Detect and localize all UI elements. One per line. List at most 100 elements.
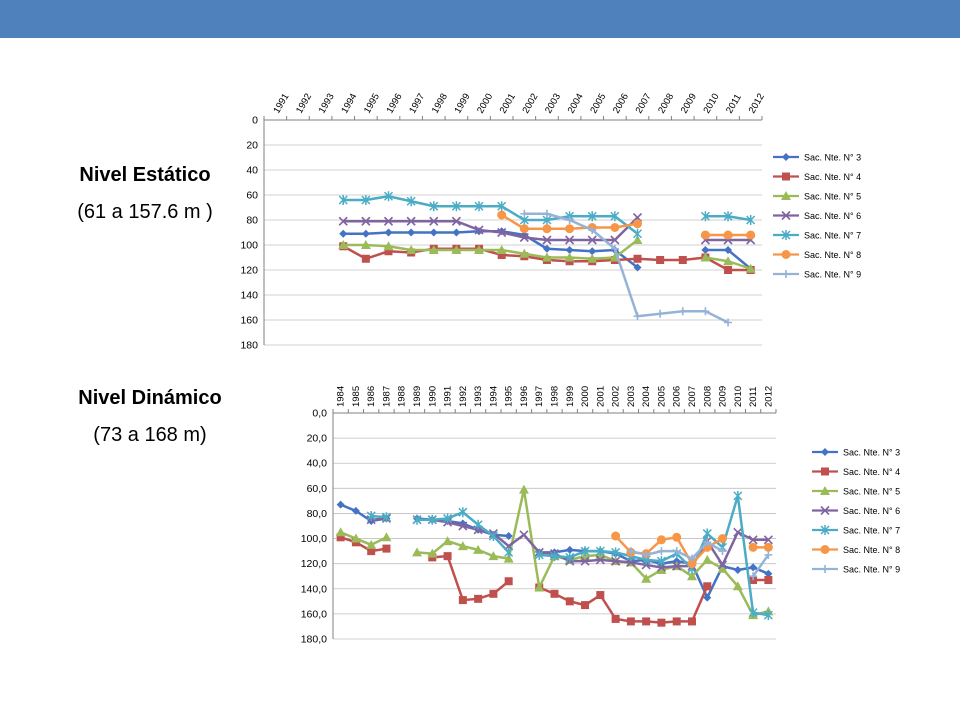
static-legend-marker — [782, 270, 790, 278]
static-legend-label: Sac. Nte. N° 8 — [804, 250, 861, 260]
dynamic-data-point — [702, 528, 712, 539]
static-data-point — [407, 228, 416, 237]
dynamic-legend-label: Sac. Nte. N° 6 — [843, 506, 900, 516]
dynamic-x-tick-label: 1992 — [458, 386, 469, 407]
dynamic-data-point — [351, 506, 360, 515]
dynamic-data-point — [367, 547, 376, 556]
dynamic-y-tick-label: 20,0 — [307, 433, 328, 445]
dynamic-data-point — [580, 546, 590, 557]
static-data-point — [701, 246, 710, 254]
dynamic-data-point — [488, 531, 498, 542]
static-data-point — [338, 240, 349, 249]
static-data-point — [723, 230, 733, 240]
static-y-tick-label: 160 — [240, 315, 258, 327]
static-data-point — [429, 228, 438, 237]
static-data-point — [633, 254, 642, 263]
static-data-point — [474, 201, 484, 212]
dynamic-series-line — [340, 536, 387, 553]
static-data-point — [588, 226, 597, 234]
static-level-title: Nivel Estático — [79, 164, 211, 186]
dynamic-data-point — [488, 551, 499, 561]
static-data-point — [519, 232, 529, 243]
dynamic-level-label: Nivel Dinámico (73 a 168 m) — [60, 387, 240, 447]
static-y-tick-label: 80 — [246, 215, 258, 227]
static-data-point — [746, 230, 756, 240]
dynamic-x-tick-label: 2003 — [626, 386, 637, 407]
dynamic-data-point — [534, 549, 544, 560]
dynamic-y-tick-label: 160,0 — [301, 608, 327, 620]
dynamic-data-point — [611, 614, 620, 623]
static-series-line — [524, 212, 729, 324]
dynamic-data-point — [580, 556, 590, 566]
static-data-point — [429, 201, 439, 212]
dynamic-data-point — [443, 513, 453, 524]
static-data-point — [451, 216, 461, 226]
dynamic-x-tick-label: 2010 — [733, 386, 744, 407]
static-y-tick-label: 0 — [252, 115, 258, 127]
static-data-point — [338, 195, 348, 205]
static-data-point — [587, 253, 598, 263]
dynamic-data-point — [748, 542, 758, 552]
dynamic-data-point — [427, 548, 438, 558]
static-data-point — [610, 235, 620, 245]
dynamic-legend-marker — [820, 525, 830, 535]
dynamic-data-point — [366, 510, 376, 521]
dynamic-data-point — [458, 596, 467, 605]
static-data-point — [610, 223, 620, 232]
dynamic-data-point — [611, 547, 621, 558]
dynamic-data-point — [581, 601, 590, 610]
static-data-point — [633, 263, 642, 272]
dynamic-x-tick-label: 2008 — [702, 386, 713, 407]
static-data-point — [633, 312, 642, 321]
static-data-point — [723, 211, 733, 222]
dynamic-data-point — [550, 589, 559, 598]
dynamic-legend-marker — [820, 505, 830, 516]
dynamic-y-tick-label: 0,0 — [312, 408, 327, 420]
dynamic-legend-label: Sac. Nte. N° 3 — [843, 448, 900, 458]
dynamic-x-tick-label: 2005 — [656, 386, 667, 407]
dynamic-data-point — [427, 514, 437, 525]
static-legend-label: Sac. Nte. N° 9 — [804, 270, 861, 280]
static-series-line — [343, 239, 639, 261]
dynamic-data-point — [656, 535, 666, 545]
dynamic-x-tick-label: 1998 — [550, 386, 561, 407]
static-series-line — [343, 216, 639, 242]
dynamic-x-tick-label: 1986 — [366, 386, 377, 407]
static-data-point — [632, 228, 643, 239]
static-data-point — [745, 263, 756, 273]
static-legend-label: Sac. Nte. N° 7 — [804, 231, 861, 241]
dynamic-x-tick-label: 1990 — [427, 386, 438, 407]
dynamic-x-tick-label: 1987 — [381, 386, 392, 407]
static-data-point — [428, 245, 439, 254]
dynamic-data-point — [717, 563, 728, 573]
static-data-point — [338, 216, 348, 226]
dynamic-x-tick-label: 1999 — [565, 386, 576, 407]
dynamic-data-point — [381, 512, 391, 523]
dynamic-x-tick-label: 2000 — [580, 386, 591, 407]
dynamic-data-point — [350, 533, 361, 543]
dynamic-data-point — [686, 571, 697, 581]
dynamic-y-tick-label: 120,0 — [301, 558, 327, 570]
static-y-tick-label: 180 — [240, 340, 258, 352]
dynamic-data-point — [519, 530, 529, 540]
dynamic-data-point — [457, 541, 468, 551]
static-data-point — [565, 216, 574, 224]
dynamic-legend-label: Sac. Nte. N° 7 — [843, 526, 900, 536]
dynamic-data-point — [473, 544, 484, 554]
static-data-point — [383, 241, 394, 251]
dynamic-data-point — [642, 617, 651, 626]
dynamic-data-point — [381, 532, 392, 542]
static-legend-label: Sac. Nte. N° 5 — [804, 192, 861, 202]
dynamic-data-point — [656, 556, 666, 567]
dynamic-data-point — [763, 610, 773, 621]
static-data-point — [497, 201, 507, 212]
static-y-tick-label: 60 — [246, 190, 258, 202]
static-data-point — [361, 254, 370, 263]
dynamic-x-tick-label: 2006 — [672, 386, 683, 407]
top-header-bar — [0, 0, 960, 38]
dynamic-data-point — [687, 559, 697, 569]
dynamic-data-point — [595, 555, 605, 565]
static-data-point — [360, 240, 371, 249]
dynamic-data-point — [549, 551, 560, 562]
